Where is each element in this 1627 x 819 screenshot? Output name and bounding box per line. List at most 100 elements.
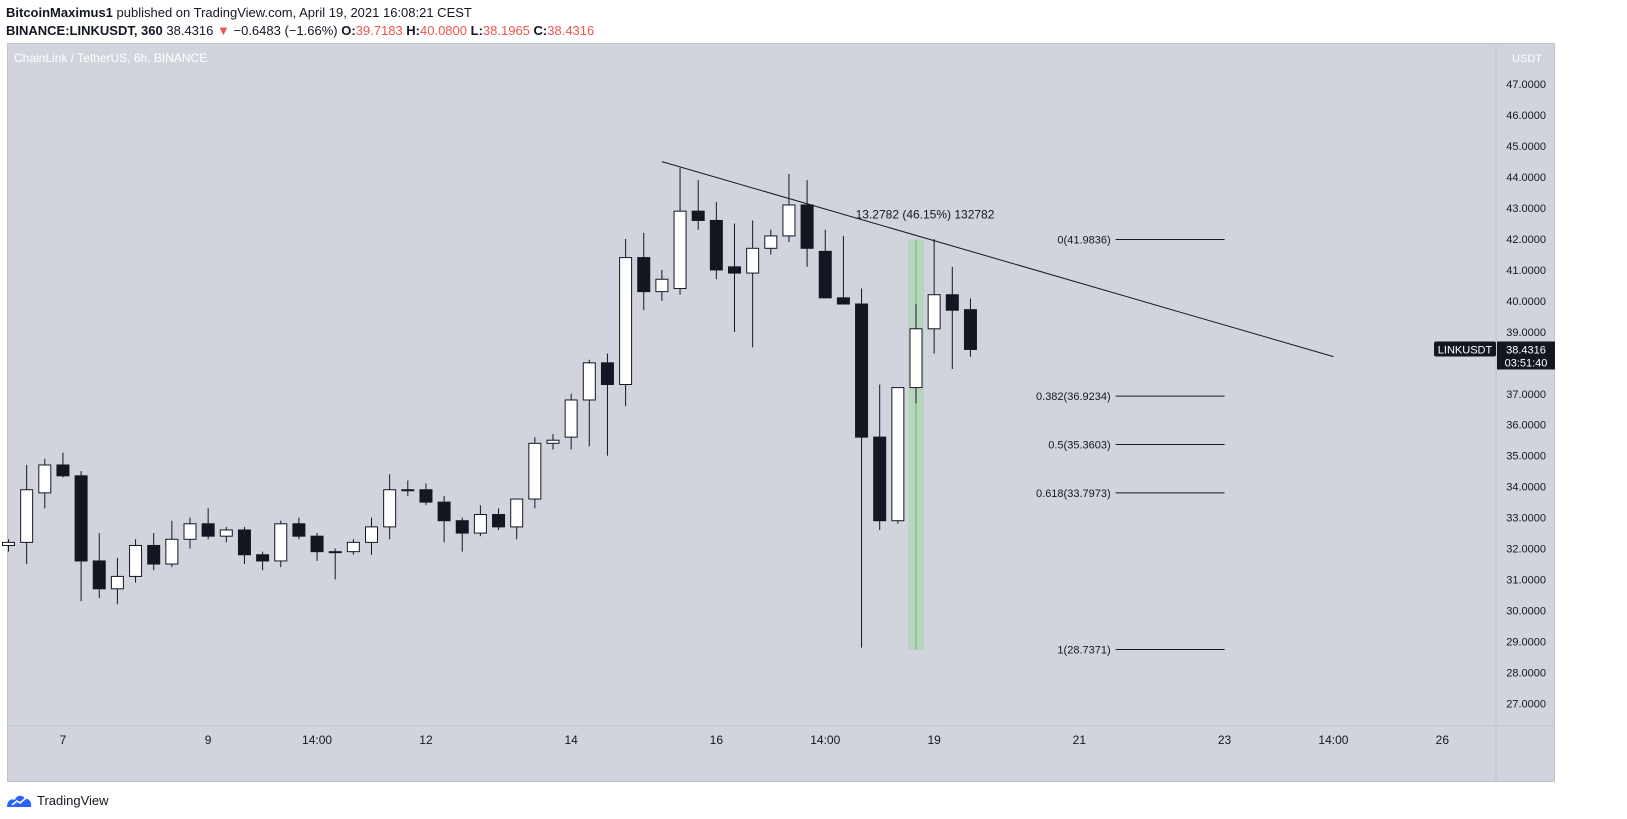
candle-body — [873, 436, 887, 522]
candle-body — [927, 294, 941, 330]
candle-body — [600, 362, 614, 385]
low-label: L: — [470, 23, 483, 38]
x-tick-label: 23 — [1218, 733, 1232, 747]
y-tick-label: 35.0000 — [1506, 451, 1546, 463]
y-tick-label: 32.0000 — [1506, 544, 1546, 556]
y-tick-label: 46.0000 — [1506, 110, 1546, 122]
candle-body — [20, 489, 34, 543]
fib-level-label: 0.618(33.7973) — [1036, 488, 1111, 500]
candle-body — [728, 266, 741, 274]
y-tick-label: 43.0000 — [1506, 203, 1546, 215]
open-label: O: — [341, 23, 356, 38]
candle-body — [256, 554, 270, 562]
x-tick-label: 21 — [1073, 733, 1087, 747]
last-price: 38.4316 — [166, 23, 214, 38]
currency-label: USDT — [1512, 53, 1542, 65]
candle-body — [619, 257, 633, 385]
x-tick-label: 12 — [419, 733, 433, 747]
candle-body — [800, 204, 814, 249]
candle-body — [673, 210, 687, 290]
fib-level-label: 0(41.9836) — [1057, 235, 1110, 247]
symbol-interval: BINANCE:LINKUSDT, 360 — [6, 23, 163, 38]
symbol-badge-text: LINKUSDT — [1438, 344, 1493, 356]
candle-body — [219, 529, 233, 537]
candle-body — [383, 489, 397, 528]
candle-body — [201, 523, 215, 537]
footer: TradingView — [6, 792, 109, 808]
candle-body — [401, 489, 415, 492]
candle-body — [855, 303, 869, 438]
down-arrow-icon: ▼ — [217, 23, 230, 38]
candle-body — [492, 514, 506, 528]
x-tick-label: 14:00 — [810, 733, 840, 747]
candle-body — [945, 294, 959, 311]
candle-body — [237, 529, 251, 556]
low-value: 38.1965 — [482, 23, 530, 38]
y-tick-label: 42.0000 — [1506, 234, 1546, 246]
candle-body — [909, 328, 923, 389]
candle-body — [455, 520, 469, 534]
x-tick-label: 7 — [60, 733, 67, 747]
measure-label: 13.2782 (46.15%) 132782 — [856, 208, 995, 222]
y-tick-label: 37.0000 — [1506, 389, 1546, 401]
x-tick-label: 26 — [1436, 733, 1450, 747]
fib-level-label: 0.382(36.9234) — [1036, 391, 1111, 403]
high-value: 40.0800 — [420, 23, 467, 38]
candle-body — [74, 475, 88, 562]
y-tick-label: 28.0000 — [1506, 667, 1546, 679]
x-tick-label: 9 — [205, 733, 212, 747]
candle-body — [310, 535, 324, 553]
candle-body — [165, 538, 179, 565]
y-tick-label: 39.0000 — [1506, 327, 1546, 339]
tradingview-brand[interactable]: TradingView — [37, 792, 109, 808]
symbol-badge — [1434, 341, 1496, 357]
fib-level-label: 0.5(35.3603) — [1048, 440, 1110, 452]
y-tick-label: 47.0000 — [1506, 79, 1546, 91]
x-tick-label: 14:00 — [1318, 733, 1348, 747]
chart-panel[interactable] — [7, 43, 1555, 782]
candle-body — [129, 544, 143, 577]
candle-body — [419, 489, 433, 503]
candle-body — [292, 523, 306, 537]
y-tick-label: 44.0000 — [1506, 172, 1546, 184]
candle-body — [891, 387, 905, 522]
candle-body — [147, 544, 161, 565]
candle-body — [564, 399, 578, 438]
close-value: 38.4316 — [547, 23, 595, 38]
candle-body — [110, 575, 124, 590]
price-badge — [1497, 341, 1555, 370]
y-tick-label: 40.0000 — [1506, 296, 1546, 308]
candle-body — [38, 464, 52, 494]
candle-body — [782, 204, 796, 237]
candle-body — [274, 523, 288, 562]
candle-body — [546, 439, 560, 444]
y-tick-label: 36.0000 — [1506, 420, 1546, 432]
candle-body — [818, 250, 832, 299]
candle-body — [582, 362, 596, 401]
x-tick-label: 19 — [927, 733, 941, 747]
y-tick-label: 41.0000 — [1506, 265, 1546, 277]
x-tick-label: 14:00 — [302, 733, 332, 747]
y-tick-label: 33.0000 — [1506, 513, 1546, 525]
candle-body — [655, 278, 669, 293]
candlestick-chart[interactable]: ChainLink / TetherUS, 6h, BINANCE USDT 27.… — [0, 0, 1627, 790]
open-value: 39.7183 — [355, 23, 403, 38]
ohlc-bar: BINANCE:LINKUSDT, 360 38.4316 ▼ −0.6483 … — [6, 22, 594, 40]
candle-body — [510, 498, 524, 528]
candle-body — [365, 526, 378, 543]
x-tick-label: 14 — [564, 733, 578, 747]
candle-body — [346, 541, 360, 553]
tradingview-logo-icon — [7, 795, 32, 807]
candle-body — [473, 514, 487, 534]
candle-body — [328, 551, 342, 554]
y-tick-label: 45.0000 — [1506, 141, 1546, 153]
x-tick-label: 16 — [710, 733, 724, 747]
close-label: C: — [533, 23, 548, 38]
candle-body — [764, 235, 778, 249]
price-change: −0.6483 (−1.66%) — [233, 23, 338, 38]
candle-body — [691, 210, 705, 221]
candle-body — [183, 523, 197, 540]
candle-body — [709, 219, 723, 271]
candle-body — [92, 560, 106, 590]
author-name[interactable]: BitcoinMaximus1 — [6, 5, 113, 20]
